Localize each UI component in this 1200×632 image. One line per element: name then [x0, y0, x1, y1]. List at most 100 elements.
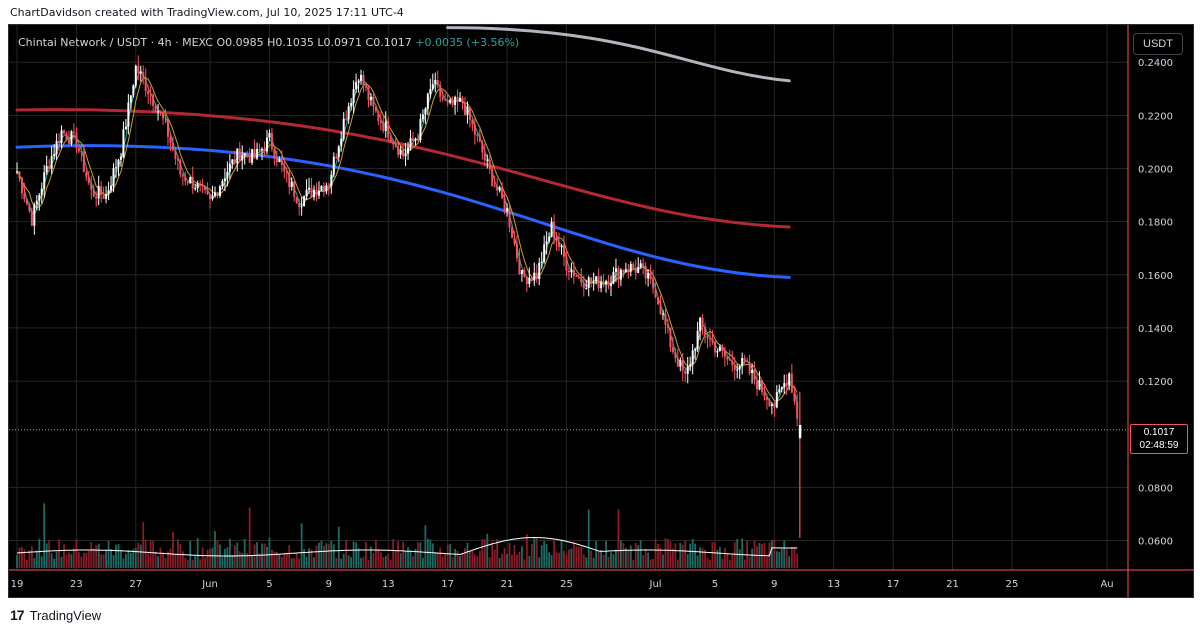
- candle-body: [748, 361, 751, 374]
- volume-bar: [310, 549, 313, 568]
- candle-body: [416, 138, 419, 141]
- candle-body: [572, 269, 575, 277]
- y-tick-label: 0.1600: [1138, 271, 1173, 282]
- x-tick-label: Jun: [201, 579, 218, 590]
- candle-body: [619, 269, 622, 280]
- volume-bar: [164, 557, 167, 568]
- candle-body: [657, 297, 660, 305]
- volume-bar: [246, 553, 249, 568]
- volume-bar: [372, 553, 375, 568]
- volume-bar: [654, 538, 657, 568]
- volume-bar: [642, 555, 645, 568]
- candle-body: [468, 106, 471, 120]
- volume-bar: [770, 540, 773, 568]
- candle-body: [251, 149, 254, 163]
- volume-bar: [340, 558, 343, 568]
- symbol-title[interactable]: Chintai Network / USDT · 4h · MEXC: [18, 36, 213, 49]
- candle-body: [105, 194, 108, 199]
- volume-bar: [318, 542, 320, 568]
- volume-bar: [313, 557, 315, 568]
- candle-body: [796, 401, 799, 419]
- volume-bar: [676, 559, 679, 568]
- candle-body: [226, 171, 229, 179]
- candle-body: [659, 304, 662, 315]
- x-tick-label: 13: [382, 579, 395, 590]
- candle-body: [236, 148, 239, 164]
- volume-bar: [607, 556, 610, 568]
- candle-body: [214, 192, 216, 196]
- volume-bar: [610, 552, 612, 568]
- volume-bar: [236, 542, 239, 568]
- volume-bar: [144, 539, 147, 568]
- candle-body: [159, 111, 162, 113]
- candle-body: [525, 276, 528, 284]
- candle-body: [30, 210, 33, 226]
- candle-body: [189, 177, 192, 184]
- volume-bar: [647, 552, 650, 568]
- low-label: L: [317, 36, 324, 49]
- volume-bar: [122, 558, 125, 568]
- candle-body: [639, 263, 642, 267]
- volume-bar: [33, 558, 36, 568]
- candle-body: [454, 96, 457, 105]
- volume-bar: [280, 556, 283, 568]
- volume-bar: [305, 556, 308, 568]
- candles: [16, 55, 802, 538]
- candle-body: [436, 79, 439, 86]
- candle-body: [629, 263, 632, 272]
- currency-button[interactable]: USDT: [1133, 33, 1183, 55]
- volume-bar: [728, 559, 731, 568]
- candle-body: [661, 313, 664, 315]
- volume-bar: [117, 543, 120, 568]
- volume-bar: [570, 548, 573, 568]
- volume-bar: [704, 549, 706, 568]
- candle-body: [347, 106, 350, 120]
- volume-bar: [773, 539, 776, 568]
- volume-bar: [382, 557, 385, 568]
- candle-body: [731, 360, 734, 365]
- candle-body: [501, 187, 504, 198]
- volume-bar: [181, 551, 184, 568]
- candle-body: [184, 176, 187, 182]
- volume-bar: [387, 554, 390, 568]
- candle-body: [38, 195, 41, 201]
- candle-body: [394, 144, 397, 147]
- volume-bar: [748, 556, 751, 568]
- volume-bar: [439, 547, 442, 568]
- candle-body: [535, 272, 538, 280]
- candle-body: [176, 158, 179, 161]
- candle-body: [162, 112, 165, 119]
- volume-bar: [68, 552, 70, 568]
- candle-body: [303, 196, 306, 207]
- volume-bar: [209, 549, 211, 568]
- candle-body: [518, 258, 521, 274]
- candle-body: [241, 155, 244, 161]
- candle-body: [538, 262, 541, 280]
- candle-body: [92, 189, 95, 197]
- volume-bar: [501, 553, 503, 568]
- candle-body: [520, 270, 523, 274]
- volume-bar: [788, 556, 791, 568]
- volume-bar: [736, 538, 739, 568]
- candle-body: [506, 208, 509, 212]
- candle-body: [402, 149, 405, 157]
- candle-body: [711, 338, 714, 342]
- volume-bar: [275, 552, 278, 568]
- candle-body: [674, 351, 677, 359]
- chart-pane[interactable]: [8, 24, 1194, 598]
- volume-bar: [444, 553, 447, 568]
- volume-bar: [73, 548, 75, 568]
- candle-body: [157, 111, 160, 113]
- volume-bar: [451, 557, 454, 568]
- tradingview-brand[interactable]: 17 TradingView: [10, 606, 101, 624]
- volume-bar: [634, 543, 637, 568]
- volume-bar: [211, 547, 214, 568]
- volume-bar: [389, 559, 392, 568]
- volume-bar: [224, 548, 226, 568]
- volume-bar: [780, 548, 783, 568]
- candle-body: [65, 133, 68, 140]
- candle-body: [575, 276, 578, 278]
- volume-bar: [77, 552, 80, 568]
- candle-body: [481, 141, 484, 153]
